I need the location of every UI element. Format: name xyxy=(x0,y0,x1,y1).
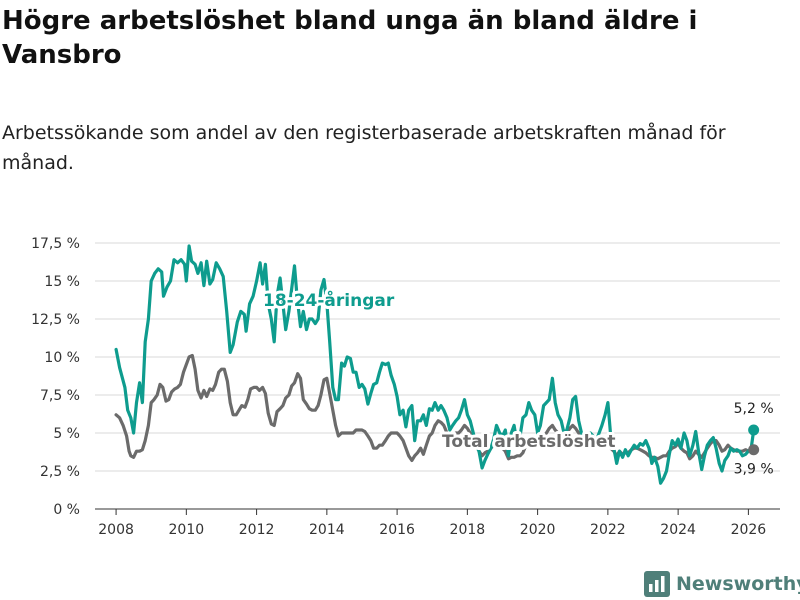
label-layer: 5,2 %3,9 %18-24-åringar18-24-åringarTota… xyxy=(260,286,774,478)
x-tick-label: 2022 xyxy=(590,522,626,538)
grid-layer xyxy=(95,242,780,472)
newsworthy-logo-icon xyxy=(644,571,670,597)
series-line-youth xyxy=(114,244,756,485)
x-tick-label: 2024 xyxy=(660,522,696,538)
total-series-label-halo: Total arbetslöshet xyxy=(442,432,616,452)
newsworthy-logo-text: Newsworthy xyxy=(676,573,800,595)
x-tick-label: 2008 xyxy=(98,522,134,538)
axis-layer: 0 % 2,5 % 5 % 7,5 % 10 % 12,5 % 15 % 17,5 % 2008… xyxy=(31,236,780,538)
x-tick-label: 2014 xyxy=(309,522,345,538)
chart-subtitle: Arbetssökande som andel av den registerb… xyxy=(2,122,726,174)
newsworthy-logo: Newsworthy xyxy=(644,570,800,598)
youth-end-point xyxy=(748,424,760,436)
x-tick-label: 2016 xyxy=(379,522,415,538)
y-tick-label: 10 % xyxy=(44,350,80,366)
x-tick-label: 2018 xyxy=(450,522,486,538)
x-tick-label: 2026 xyxy=(731,522,767,538)
series-layer xyxy=(114,244,760,485)
series-line-total xyxy=(114,353,756,462)
x-tick-label: 2020 xyxy=(520,522,556,538)
total-series-label: Total arbetslöshet xyxy=(442,432,616,452)
y-tick-label: 15 % xyxy=(44,274,80,290)
youth-end-label: 5,2 % xyxy=(734,401,774,417)
chart-title: Högre arbetslöshet bland unga än bland ä… xyxy=(2,6,698,70)
total-end-label: 3,9 % xyxy=(734,462,774,478)
y-tick-label: 5 % xyxy=(53,426,80,442)
youth-series-label-halo: 18-24-åringar xyxy=(263,289,395,311)
youth-series-label: 18-24-åringar xyxy=(263,289,395,311)
y-tick-label: 2,5 % xyxy=(40,464,80,480)
y-tick-label: 0 % xyxy=(53,502,80,518)
total-end-point xyxy=(748,444,760,456)
y-tick-label: 7,5 % xyxy=(40,388,80,404)
y-tick-label: 12,5 % xyxy=(31,312,80,328)
x-tick-label: 2012 xyxy=(239,522,275,538)
y-tick-label: 17,5 % xyxy=(31,236,80,252)
x-tick-label: 2010 xyxy=(169,522,205,538)
